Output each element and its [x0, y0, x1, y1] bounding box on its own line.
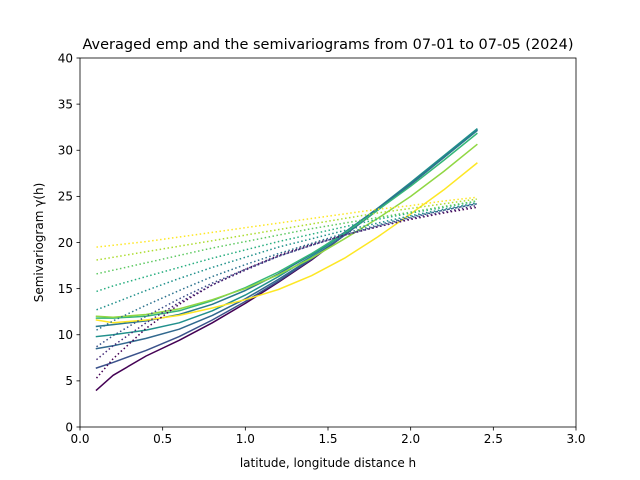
y-tick-label: 25: [58, 190, 73, 204]
y-tick-label: 35: [58, 97, 73, 111]
x-tick-label: 2.0: [401, 432, 420, 446]
x-tick-label: 2.5: [484, 432, 503, 446]
series-line-emp-07-06: [95, 132, 478, 319]
x-tick-label: 3.0: [566, 432, 585, 446]
series-line-fit-07-09: [96, 196, 477, 248]
y-tick-label: 30: [58, 144, 73, 158]
series-layer: [95, 127, 478, 392]
x-tick-label: 0.5: [153, 432, 172, 446]
y-tick-label: 40: [58, 51, 73, 65]
x-tick-label: 0.0: [70, 432, 89, 446]
series-line-emp-07-04: [95, 127, 478, 338]
series-line-emp-07-05: [95, 129, 478, 328]
y-tick-label: 15: [58, 282, 73, 296]
plot-area: [80, 58, 576, 427]
series-line-emp-07-07: [95, 143, 478, 318]
x-tick-label: 1.0: [236, 432, 255, 446]
x-axis-ticks: 0.0 0.5 1.0 1.5 2.0 2.5 3.0: [70, 427, 586, 446]
x-axis-label: latitude, longitude distance h: [240, 456, 416, 470]
y-tick-label: 5: [65, 374, 73, 388]
y-axis-ticks: 0 5 10 15 20 25 30 35 40: [58, 51, 80, 434]
y-tick-label: 20: [58, 236, 73, 250]
series-line-fit-07-06: [96, 200, 477, 293]
series-line-fit-07-05: [96, 202, 477, 311]
y-axis-label: Semivariogram γ(h): [32, 183, 46, 303]
x-tick-label: 1.5: [318, 432, 337, 446]
y-tick-label: 10: [58, 328, 73, 342]
y-tick-label: 0: [65, 420, 73, 434]
series-line-fit-07-07: [96, 200, 477, 275]
series-line-emp-07-08: [95, 162, 478, 324]
chart-title: Averaged emp and the semivariograms from…: [82, 37, 573, 53]
series-line-fit-07-08: [96, 198, 477, 261]
